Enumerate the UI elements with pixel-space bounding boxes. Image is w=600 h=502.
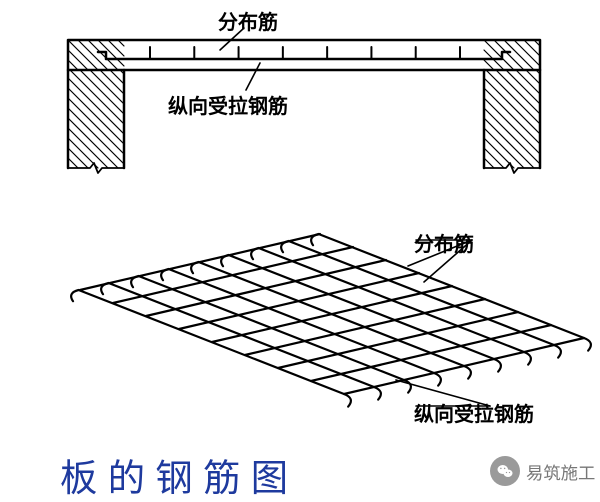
section-view: [68, 28, 540, 173]
watermark: 易筑施工: [490, 456, 595, 486]
wechat-icon: [490, 456, 520, 486]
label-iso-distribution: 分布筋: [414, 228, 474, 257]
wechat-glyph: [496, 462, 514, 480]
diagram-stage: 分布筋 纵向受拉钢筋 分布筋 纵向受拉钢筋 板 的 钢 筋 图 易筑施工: [0, 0, 600, 502]
watermark-text: 易筑施工: [526, 459, 595, 484]
isometric-view: [71, 234, 591, 407]
label-top-tension: 纵向受拉钢筋: [168, 90, 288, 119]
label-iso-tension: 纵向受拉钢筋: [414, 398, 534, 427]
figure-title: 板 的 钢 筋 图: [60, 448, 288, 502]
label-top-distribution: 分布筋: [218, 6, 278, 35]
